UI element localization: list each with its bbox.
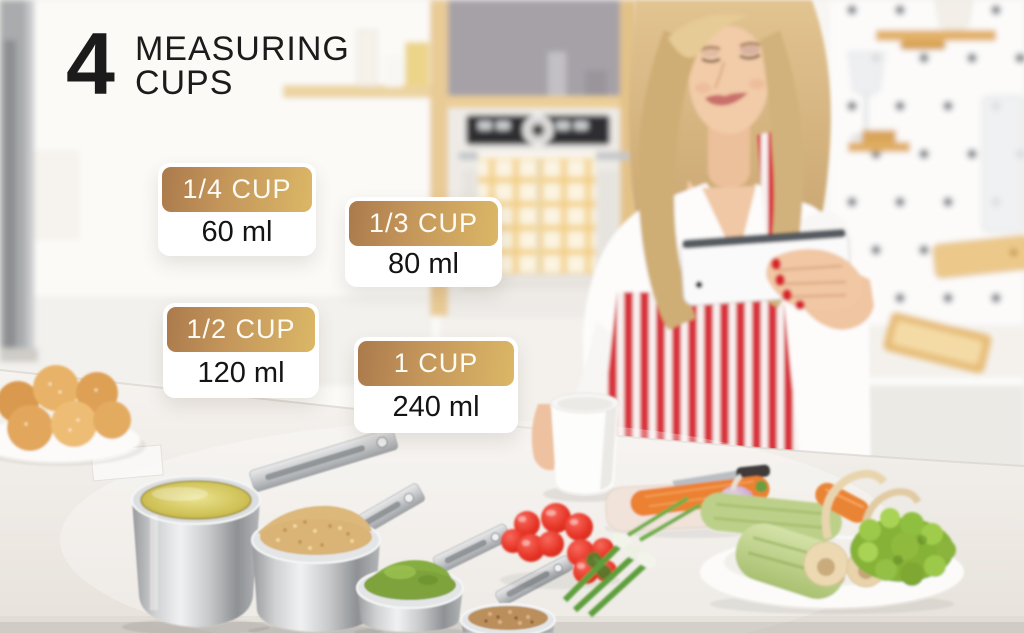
lettuce [850, 508, 956, 586]
vegetables [500, 464, 964, 618]
vase [935, 0, 973, 31]
measure-card-third-cup: 1/3 CUP 80 ml [345, 197, 502, 287]
tea-towel [478, 152, 596, 274]
cup-label: 1 CUP [358, 341, 514, 386]
woman [566, 0, 874, 482]
cutting-board-hanging [932, 234, 1024, 279]
hair-strand-left [637, 30, 700, 330]
title-line-1: MEASURING [134, 30, 350, 68]
bread-plate [0, 365, 146, 466]
left-hand [531, 404, 558, 471]
bread-rolls [0, 365, 131, 451]
ml-value: 60 ml [201, 215, 273, 248]
count-number: 4 [66, 14, 115, 113]
apron [596, 292, 802, 482]
measuring-cup-matcha [356, 523, 511, 632]
red-nails [771, 258, 805, 310]
smile [705, 92, 748, 106]
infographic-title: 4 MEASURING CUPS [66, 14, 350, 113]
neckline [702, 186, 756, 262]
cup-handle [249, 428, 398, 492]
left-hand-and-mug [531, 392, 627, 502]
pegboard [830, 0, 1024, 325]
ml-value: 120 ml [197, 356, 285, 389]
cup-label: 1/4 CUP [162, 167, 312, 212]
measure-card-one-cup: 1 CUP 240 ml [354, 337, 518, 433]
glass-pitcher [981, 95, 1024, 233]
ml-value: 80 ml [388, 248, 459, 280]
cup-label: 1/2 CUP [167, 307, 315, 352]
phone-camera [695, 281, 703, 289]
eyes [701, 57, 721, 63]
measure-card-half-cup: 1/2 CUP 120 ml [163, 303, 319, 398]
wood-shelf [283, 85, 438, 98]
cup-label: 1/3 CUP [349, 201, 498, 246]
measure-card-quarter-cup: 1/4 CUP 60 ml [158, 163, 316, 256]
title-line-2: CUPS [134, 64, 234, 102]
pegboard-shelf [876, 30, 996, 41]
measuring-cup-oil [131, 428, 398, 627]
ml-value: 240 ml [392, 391, 480, 423]
green-onions [562, 496, 702, 618]
measuring-cups-set [122, 428, 574, 633]
measuring-cup-grains [251, 483, 425, 632]
tomatoes [500, 503, 620, 589]
wood-tray [883, 311, 992, 374]
hair-bangs [668, 14, 748, 58]
title-text: MEASURING CUPS [135, 32, 350, 100]
zucchini-back [700, 492, 842, 542]
window-frame [0, 0, 38, 362]
